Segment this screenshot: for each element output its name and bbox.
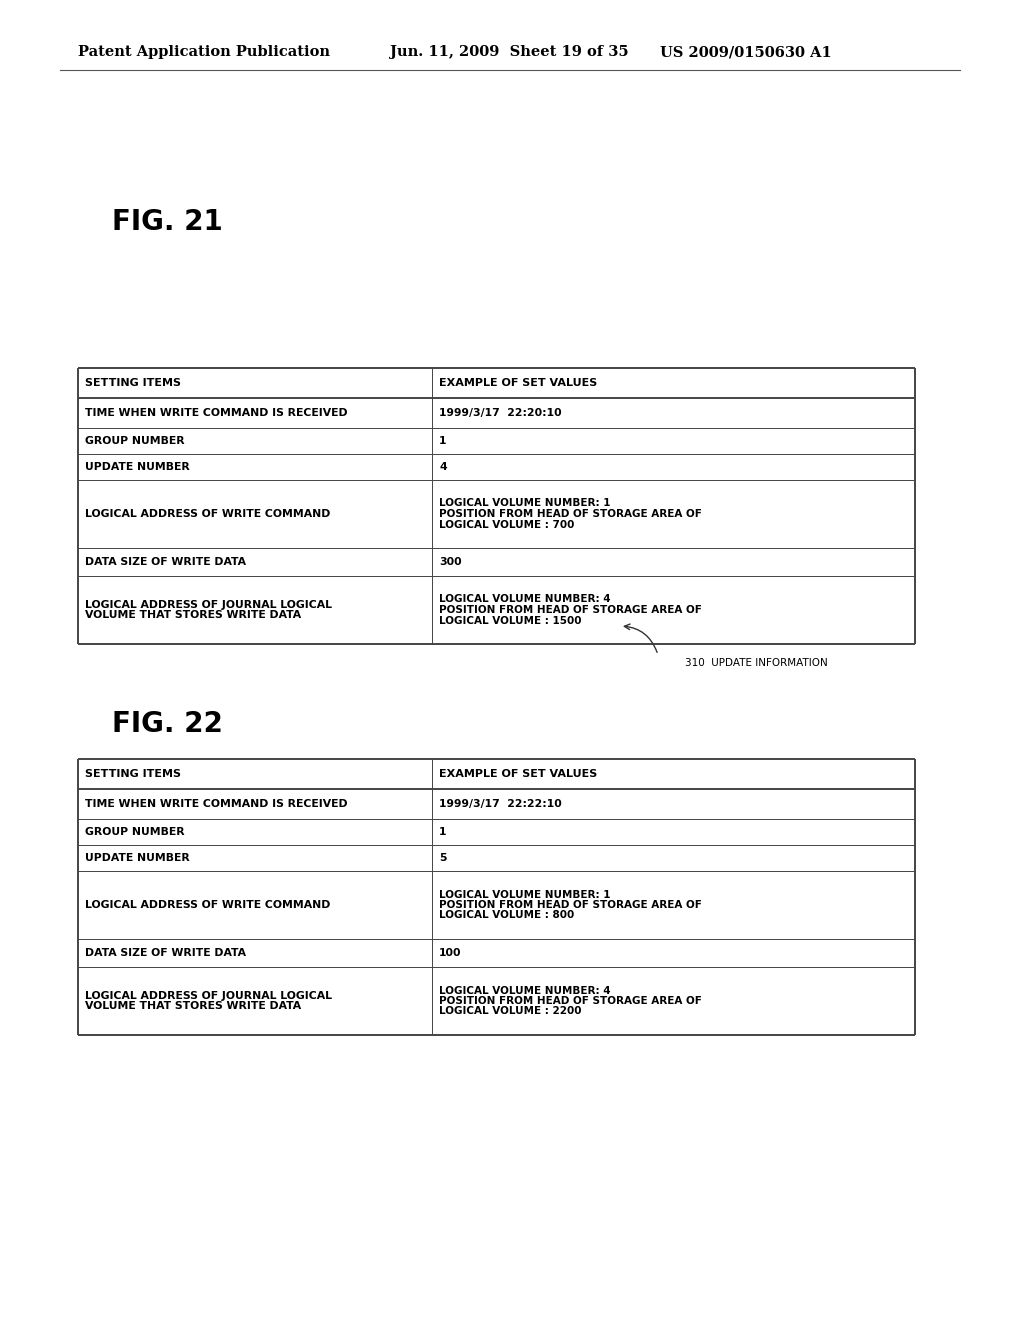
Text: FIG. 22: FIG. 22 <box>112 710 223 738</box>
Text: 1: 1 <box>439 828 446 837</box>
Text: SETTING ITEMS: SETTING ITEMS <box>85 378 181 388</box>
Text: LOGICAL VOLUME NUMBER: 4: LOGICAL VOLUME NUMBER: 4 <box>439 986 610 995</box>
Text: US 2009/0150630 A1: US 2009/0150630 A1 <box>660 45 831 59</box>
Text: SETTING ITEMS: SETTING ITEMS <box>85 770 181 779</box>
Text: POSITION FROM HEAD OF STORAGE AREA OF: POSITION FROM HEAD OF STORAGE AREA OF <box>439 997 701 1006</box>
Text: LOGICAL VOLUME : 2200: LOGICAL VOLUME : 2200 <box>439 1006 582 1016</box>
Text: LOGICAL ADDRESS OF JOURNAL LOGICAL: LOGICAL ADDRESS OF JOURNAL LOGICAL <box>85 599 332 610</box>
Text: POSITION FROM HEAD OF STORAGE AREA OF: POSITION FROM HEAD OF STORAGE AREA OF <box>439 900 701 909</box>
Text: 310  UPDATE INFORMATION: 310 UPDATE INFORMATION <box>685 657 827 668</box>
Text: LOGICAL ADDRESS OF WRITE COMMAND: LOGICAL ADDRESS OF WRITE COMMAND <box>85 900 331 909</box>
Text: LOGICAL VOLUME : 700: LOGICAL VOLUME : 700 <box>439 520 574 529</box>
Text: VOLUME THAT STORES WRITE DATA: VOLUME THAT STORES WRITE DATA <box>85 1002 301 1011</box>
Text: LOGICAL VOLUME : 1500: LOGICAL VOLUME : 1500 <box>439 615 582 626</box>
Text: 300: 300 <box>439 557 462 568</box>
Text: FIG. 21: FIG. 21 <box>112 209 223 236</box>
Text: 5: 5 <box>439 853 446 863</box>
Text: Patent Application Publication: Patent Application Publication <box>78 45 330 59</box>
Text: POSITION FROM HEAD OF STORAGE AREA OF: POSITION FROM HEAD OF STORAGE AREA OF <box>439 510 701 519</box>
Text: 1: 1 <box>439 436 446 446</box>
Text: LOGICAL ADDRESS OF JOURNAL LOGICAL: LOGICAL ADDRESS OF JOURNAL LOGICAL <box>85 991 332 1001</box>
Text: LOGICAL VOLUME NUMBER: 4: LOGICAL VOLUME NUMBER: 4 <box>439 594 610 605</box>
Text: UPDATE NUMBER: UPDATE NUMBER <box>85 853 189 863</box>
Text: LOGICAL VOLUME NUMBER: 1: LOGICAL VOLUME NUMBER: 1 <box>439 499 610 508</box>
Text: 4: 4 <box>439 462 446 473</box>
Text: VOLUME THAT STORES WRITE DATA: VOLUME THAT STORES WRITE DATA <box>85 610 301 620</box>
Text: LOGICAL VOLUME NUMBER: 1: LOGICAL VOLUME NUMBER: 1 <box>439 890 610 899</box>
Text: EXAMPLE OF SET VALUES: EXAMPLE OF SET VALUES <box>439 770 597 779</box>
Text: GROUP NUMBER: GROUP NUMBER <box>85 436 184 446</box>
Text: 1999/3/17  22:22:10: 1999/3/17 22:22:10 <box>439 799 562 809</box>
Text: Jun. 11, 2009  Sheet 19 of 35: Jun. 11, 2009 Sheet 19 of 35 <box>390 45 629 59</box>
Text: EXAMPLE OF SET VALUES: EXAMPLE OF SET VALUES <box>439 378 597 388</box>
Text: DATA SIZE OF WRITE DATA: DATA SIZE OF WRITE DATA <box>85 557 246 568</box>
Text: UPDATE NUMBER: UPDATE NUMBER <box>85 462 189 473</box>
Text: TIME WHEN WRITE COMMAND IS RECEIVED: TIME WHEN WRITE COMMAND IS RECEIVED <box>85 408 347 418</box>
Text: LOGICAL VOLUME : 800: LOGICAL VOLUME : 800 <box>439 911 574 920</box>
Text: 1999/3/17  22:20:10: 1999/3/17 22:20:10 <box>439 408 561 418</box>
Text: LOGICAL ADDRESS OF WRITE COMMAND: LOGICAL ADDRESS OF WRITE COMMAND <box>85 510 331 519</box>
Text: GROUP NUMBER: GROUP NUMBER <box>85 828 184 837</box>
Text: TIME WHEN WRITE COMMAND IS RECEIVED: TIME WHEN WRITE COMMAND IS RECEIVED <box>85 799 347 809</box>
Text: POSITION FROM HEAD OF STORAGE AREA OF: POSITION FROM HEAD OF STORAGE AREA OF <box>439 605 701 615</box>
Text: DATA SIZE OF WRITE DATA: DATA SIZE OF WRITE DATA <box>85 948 246 958</box>
Text: 100: 100 <box>439 948 462 958</box>
